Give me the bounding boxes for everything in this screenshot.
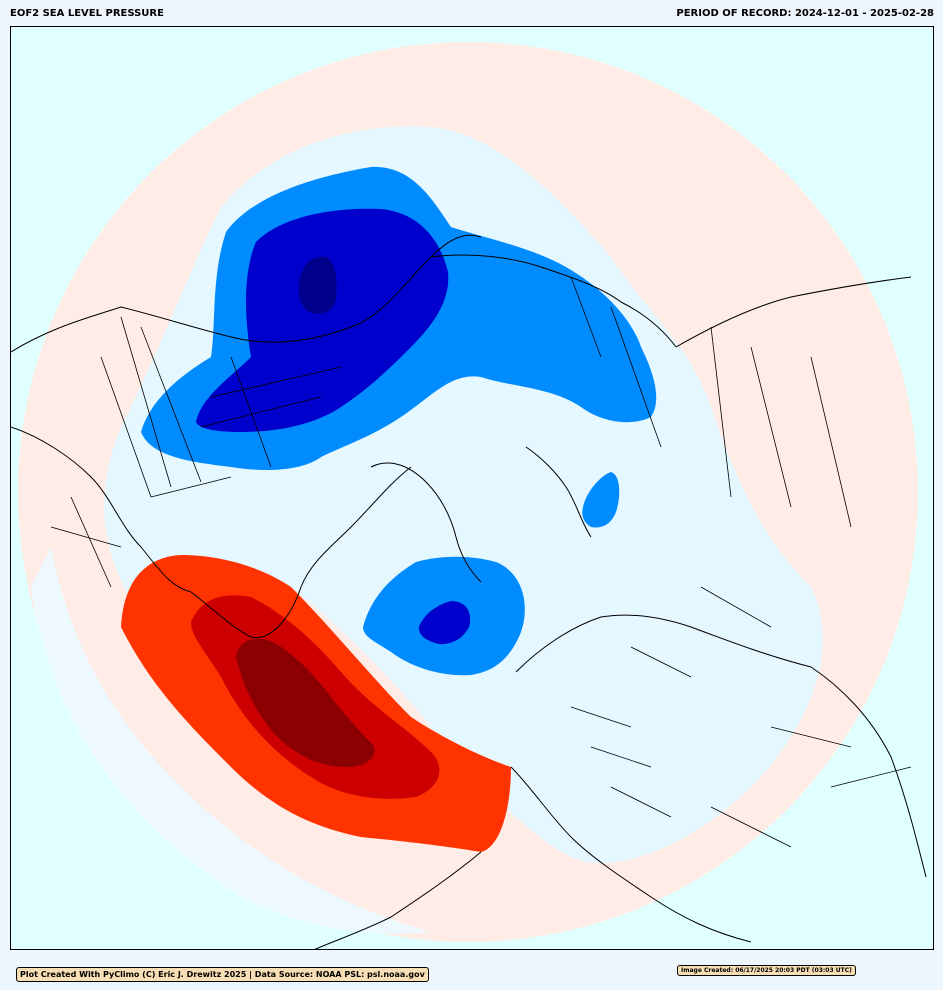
period-end: 2025-02-28 [870,8,934,19]
positive-anomaly-north-atlantic-peak [236,638,375,767]
negative-anomaly-barents-core [418,601,471,645]
map-panel [10,26,934,950]
map-title: EOF2 SEA LEVEL PRESSURE [10,8,164,19]
coastlines [11,234,927,949]
image-created-label: Image Created: 06/17/2025 20:03 PDT (03:… [677,965,856,976]
credit-label: Plot Created With PyClimo (C) Eric J. Dr… [16,967,429,982]
negative-anomaly-west-siberia [582,472,620,528]
period-of-record: PERIOD OF RECORD: 2024-12-01 - 2025-02-2… [676,8,934,19]
southern-cool-arc [31,547,431,934]
negative-anomaly-north-pacific-peak [298,256,337,314]
map-canvas [11,42,927,949]
period-start: 2024-12-01 [794,8,859,19]
country-borders [50,276,912,848]
period-label: PERIOD OF RECORD: [676,8,792,19]
negative-anomaly-north-pacific-core [196,208,449,432]
